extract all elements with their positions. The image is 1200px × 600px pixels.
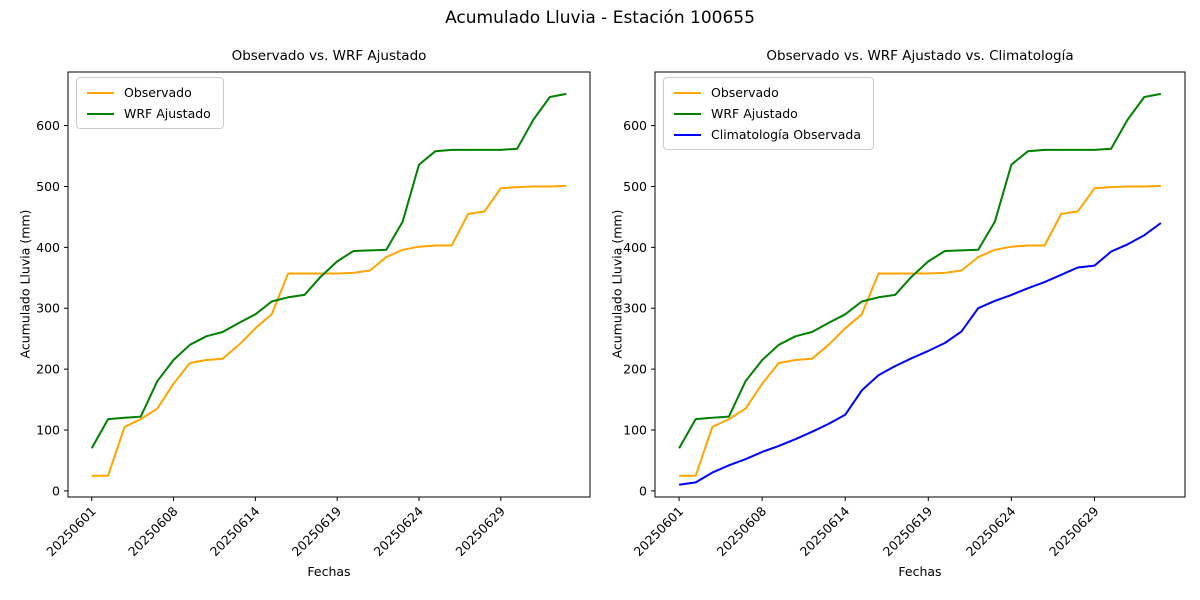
y-tick-label: 0: [639, 483, 647, 498]
legend-line-swatch: [674, 133, 701, 136]
x-tick-label: 20250629: [452, 503, 508, 559]
x-tick-label: 20250608: [714, 503, 770, 559]
legend-item: Climatología Observada: [674, 127, 861, 142]
y-tick-label: 300: [36, 301, 60, 316]
legend-item: WRF Ajustado: [674, 106, 861, 121]
y-tick-label: 200: [623, 362, 647, 377]
y-tick-label: 600: [36, 118, 60, 133]
legend-item: WRF Ajustado: [87, 106, 211, 121]
y-tick-label: 500: [36, 179, 60, 194]
x-tick-label: 20250629: [1046, 503, 1102, 559]
axes-spines: [67, 71, 591, 498]
x-tick-label: 20250619: [880, 503, 936, 559]
left-chart-title: Observado vs. WRF Ajustado: [231, 48, 427, 64]
right-chart-legend: Observado WRF Ajustado Climatología Observ…: [663, 77, 874, 150]
left-chart-legend: Observado WRF Ajustado: [76, 77, 224, 129]
x-tick-label: 20250614: [207, 503, 263, 559]
legend-label: Observado: [711, 85, 779, 100]
x-tick-label: 20250619: [289, 503, 345, 559]
y-tick-label: 100: [36, 423, 60, 438]
legend-label: Observado: [124, 85, 192, 100]
y-tick-label: 0: [52, 483, 60, 498]
axes-spines: [654, 71, 1186, 498]
figure-title: Acumulado Lluvia - Estación 100655: [445, 8, 755, 28]
series-line-2: [678, 222, 1162, 486]
series-line-0: [91, 184, 567, 477]
series-line-1: [90, 92, 567, 449]
y-tick-label: 500: [623, 179, 647, 194]
y-tick-label: 300: [623, 301, 647, 316]
series-line-0: [679, 184, 1161, 477]
x-tick-label: 20250601: [631, 504, 687, 560]
legend-line-swatch: [87, 91, 114, 94]
legend-line-swatch: [87, 112, 114, 115]
legend-line-swatch: [674, 112, 701, 115]
left-x-axis-label: Fechas: [307, 564, 351, 579]
x-tick-label: 20250624: [963, 503, 1019, 559]
legend-item: Observado: [674, 85, 861, 100]
y-tick-label: 400: [36, 240, 60, 255]
x-tick-label: 20250608: [125, 503, 181, 559]
right-x-axis-label: Fechas: [898, 564, 942, 579]
legend-line-swatch: [674, 91, 701, 94]
legend-label: Climatología Observada: [711, 127, 861, 142]
y-tick-label: 100: [623, 423, 647, 438]
series-line-1: [678, 92, 1162, 449]
legend-label: WRF Ajustado: [124, 106, 211, 121]
chart-0: 0 100 200 300 400 500 600 20250601 20250608 20250…: [36, 71, 591, 560]
x-tick-label: 20250624: [371, 503, 427, 559]
y-tick-label: 600: [623, 118, 647, 133]
y-tick-label: 400: [623, 240, 647, 255]
x-tick-label: 20250614: [797, 503, 853, 559]
legend-item: Observado: [87, 85, 211, 100]
y-tick-label: 200: [36, 362, 60, 377]
x-tick-label: 20250601: [43, 504, 99, 560]
right-chart-title: Observado vs. WRF Ajustado vs. Climatolo…: [766, 48, 1074, 64]
legend-label: WRF Ajustado: [711, 106, 798, 121]
